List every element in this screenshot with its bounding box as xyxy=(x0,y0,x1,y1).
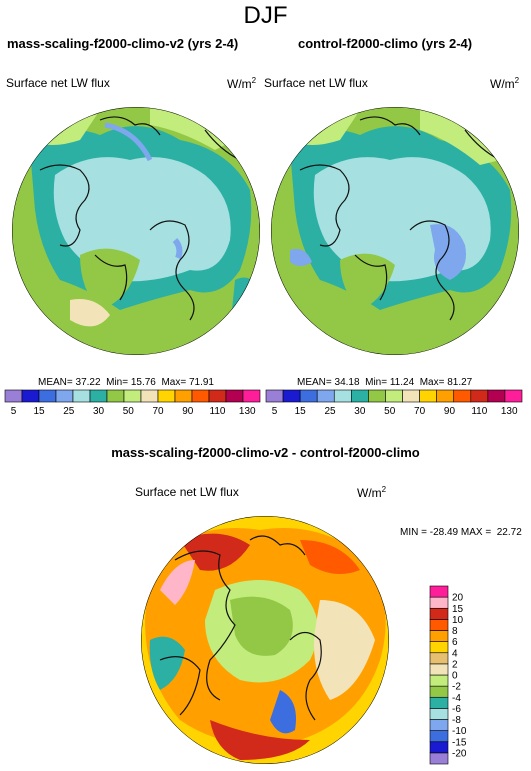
panel-2-colorbar-tick-label: 130 xyxy=(501,406,518,417)
difference-colorbar-tick-label: -10 xyxy=(452,726,467,737)
difference-colorbar-swatch xyxy=(429,752,449,765)
panel-1-colorbar-swatch xyxy=(191,389,210,403)
panel-1-colorbar: 5 15 25 30 50 70 90 110 130 xyxy=(4,389,261,417)
difference-colorbar-swatch xyxy=(429,630,449,642)
difference-colorbar-swatch xyxy=(429,585,449,598)
difference-colorbar-swatch xyxy=(429,730,449,743)
figure-title: DJF xyxy=(243,2,288,29)
difference-colorbar-swatch xyxy=(429,652,449,665)
difference-colorbar-tick-label: 6 xyxy=(452,637,458,648)
difference-colorbar-tick-label: 8 xyxy=(452,626,458,637)
map-2-polar-plot xyxy=(271,107,519,355)
panel-1-colorbar-swatch xyxy=(89,389,108,403)
panel-1-colorbar-tick-label: 110 xyxy=(210,406,226,417)
panel-2-colorbar-tick-label: 30 xyxy=(354,406,366,417)
panel-2-colorbar-swatch xyxy=(453,389,472,403)
difference-colorbar-swatch xyxy=(429,741,449,754)
difference-colorbar-swatch xyxy=(429,708,449,720)
difference-colorbar-swatch xyxy=(429,685,449,698)
panel-1-colorbar-swatch xyxy=(38,389,57,403)
difference-colorbar-tick-label: 4 xyxy=(452,648,458,659)
difference-colorbar-swatch xyxy=(429,696,449,709)
panel-2-colorbar-tick-label: 90 xyxy=(444,406,456,417)
panel-1-stats: MEAN= 37.22 Min= 15.76 Max= 71.91 xyxy=(38,377,214,388)
panel-1-colorbar-tick-label: 15 xyxy=(33,406,45,417)
panel-2-colorbar-swatch xyxy=(316,389,335,403)
panel-1-colorbar-swatch xyxy=(72,389,91,403)
difference-colorbar-tick-label: -4 xyxy=(452,693,461,704)
difference-colorbar-tick-label: -2 xyxy=(452,682,461,693)
panel-2-colorbar-swatch xyxy=(282,389,301,403)
difference-colorbar-swatch xyxy=(429,619,449,631)
panel-1-colorbar-tick-label: 70 xyxy=(152,406,164,417)
panel-1-title: mass-scaling-f2000-climo-v2 (yrs 2-4) xyxy=(7,36,239,51)
panel-1-colorbar-swatch xyxy=(106,389,125,403)
difference-units-label: W/m2 xyxy=(357,485,387,500)
panel-1-colorbar-swatch xyxy=(157,389,176,403)
map-1-polar-plot xyxy=(12,107,260,355)
difference-variable-label: Surface net LW flux xyxy=(135,485,239,499)
difference-colorbar-tick-label: -20 xyxy=(452,748,467,759)
panel-2-colorbar-swatch xyxy=(402,389,420,403)
panel-2-colorbar-swatch xyxy=(487,389,506,403)
difference-stats: MIN = -28.49 MAX = 22.72 xyxy=(400,527,522,538)
difference-colorbar-swatch xyxy=(429,674,449,687)
difference-colorbar-tick-label: -8 xyxy=(452,715,461,726)
difference-panel-title: mass-scaling-f2000-climo-v2 - control-f2… xyxy=(111,445,420,460)
difference-map-polar-plot xyxy=(141,516,389,764)
panel-1-colorbar-tick-label: 90 xyxy=(182,406,194,417)
panel-2-colorbar-swatch xyxy=(436,389,455,403)
panel-1-colorbar-tick-label: 30 xyxy=(93,406,105,417)
panel-1-colorbar-swatch xyxy=(55,389,74,403)
panel-2-colorbar-swatch xyxy=(299,389,318,403)
difference-colorbar-swatch xyxy=(429,719,449,731)
difference-colorbar-tick-label: -6 xyxy=(452,704,461,715)
panel-2-title: control-f2000-climo (yrs 2-4) xyxy=(298,36,473,51)
panel-1-colorbar-tick-label: 50 xyxy=(123,406,135,417)
panel-2-colorbar-tick-label: 110 xyxy=(471,406,487,417)
panel-2-units-label: W/m2 xyxy=(490,76,520,91)
panel-2-colorbar: 5 15 25 30 50 70 90 110 130 xyxy=(265,389,523,417)
panel-2-colorbar-tick-label: 15 xyxy=(295,406,307,417)
panel-1-colorbar-swatch xyxy=(21,389,40,403)
difference-colorbar-tick-label: -15 xyxy=(452,737,467,748)
panel-2-variable-label: Surface net LW flux xyxy=(264,76,368,90)
difference-colorbar-tick-label: 0 xyxy=(452,671,458,682)
panel-1-colorbar-tick-label: 5 xyxy=(11,406,17,417)
panel-1-colorbar-tick-label: 130 xyxy=(239,406,256,417)
panel-2-stats: MEAN= 34.18 Min= 11.24 Max= 81.27 xyxy=(297,377,473,388)
difference-colorbar-swatch xyxy=(429,663,449,676)
panel-2-colorbar-swatch xyxy=(470,389,489,403)
panel-1-colorbar-swatch xyxy=(174,389,193,403)
panel-1-units-label: W/m2 xyxy=(227,76,257,91)
panel-1-variable-label: Surface net LW flux xyxy=(6,76,110,90)
panel-2-colorbar-tick-label: 25 xyxy=(324,406,336,417)
panel-1-colorbar-tick-label: 25 xyxy=(63,406,75,417)
difference-colorbar-tick-label: 20 xyxy=(452,593,464,604)
panel-1-colorbar-swatch xyxy=(208,389,227,403)
panel-2-colorbar-swatch xyxy=(351,389,369,403)
difference-colorbar-tick-label: 2 xyxy=(452,659,458,670)
panel-2-colorbar-tick-label: 50 xyxy=(384,406,396,417)
panel-1-colorbar-swatch xyxy=(140,389,159,403)
panel-2-colorbar-tick-label: 5 xyxy=(272,406,278,417)
difference-colorbar-swatch xyxy=(429,641,449,654)
panel-1-colorbar-swatch xyxy=(123,389,142,403)
panel-1-colorbar-swatch xyxy=(4,389,23,403)
panel-1-colorbar-swatch xyxy=(242,389,261,403)
difference-colorbar-tick-label: 10 xyxy=(452,615,464,626)
panel-2-colorbar-swatch xyxy=(419,389,437,403)
panel-1-colorbar-swatch xyxy=(225,389,244,403)
panel-2-colorbar-swatch xyxy=(504,389,523,403)
panel-2-colorbar-tick-label: 70 xyxy=(414,406,426,417)
difference-colorbar-tick-label: 15 xyxy=(452,604,464,615)
panel-2-colorbar-swatch xyxy=(385,389,403,403)
panel-2-colorbar-swatch xyxy=(368,389,386,403)
panel-2-colorbar-swatch xyxy=(265,389,284,403)
difference-colorbar-swatch xyxy=(429,596,449,609)
panel-2-colorbar-swatch xyxy=(333,389,352,403)
difference-colorbar-swatch xyxy=(429,607,449,620)
